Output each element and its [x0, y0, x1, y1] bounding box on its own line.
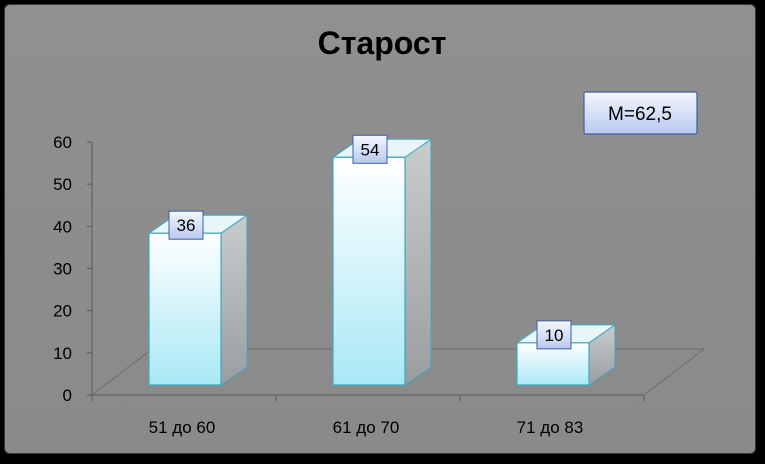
data-label: 54 [361, 140, 380, 159]
y-tick-label: 20 [53, 302, 72, 321]
y-tick-label: 40 [53, 217, 72, 236]
chart-title: Старост [318, 25, 447, 61]
category-label: 61 до 70 [333, 418, 400, 437]
bars: 36 54 10 [147, 134, 617, 386]
bar-side [404, 138, 432, 386]
data-label-box [536, 320, 572, 350]
mean-annotation-box [583, 91, 698, 135]
y-tick-label: 30 [53, 260, 72, 279]
data-label: 36 [177, 216, 196, 235]
data-label-box [352, 134, 388, 164]
bar-side [220, 214, 248, 386]
bar: 54 [331, 134, 433, 386]
bar-front [332, 156, 406, 386]
bar: 10 [515, 320, 617, 386]
y-tick-label: 0 [63, 386, 72, 405]
category-label: 71 до 83 [517, 418, 584, 437]
mean-annotation-text: M=62,5 [608, 104, 672, 125]
y-tick-labels: 0 10 20 30 40 50 60 [53, 133, 72, 405]
category-labels: 51 до 60 61 до 70 71 до 83 [149, 418, 584, 437]
value-axis [87, 141, 645, 401]
y-tick-label: 10 [53, 344, 72, 363]
category-label: 51 до 60 [149, 418, 216, 437]
data-label-box [168, 210, 204, 240]
y-tick-label: 60 [53, 133, 72, 152]
chart-frame: Старост 0 10 20 30 40 50 60 36 54 10 51 до 60 61 … [4, 4, 756, 454]
bar-front [148, 232, 222, 386]
y-tick-label: 50 [53, 175, 72, 194]
bar-chart: Старост 0 10 20 30 40 50 60 36 54 10 51 до 60 61 … [53, 25, 706, 437]
bar: 36 [147, 210, 249, 386]
data-label: 10 [545, 326, 564, 345]
mean-annotation: M=62,5 [583, 91, 698, 135]
